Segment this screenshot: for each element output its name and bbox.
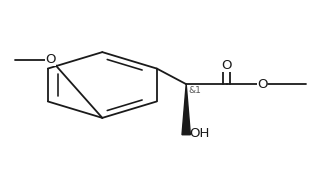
Text: O: O bbox=[221, 59, 232, 72]
Text: &1: &1 bbox=[189, 86, 202, 95]
Polygon shape bbox=[182, 84, 191, 135]
Text: O: O bbox=[257, 78, 267, 91]
Text: OH: OH bbox=[190, 127, 210, 140]
Text: O: O bbox=[45, 53, 56, 66]
